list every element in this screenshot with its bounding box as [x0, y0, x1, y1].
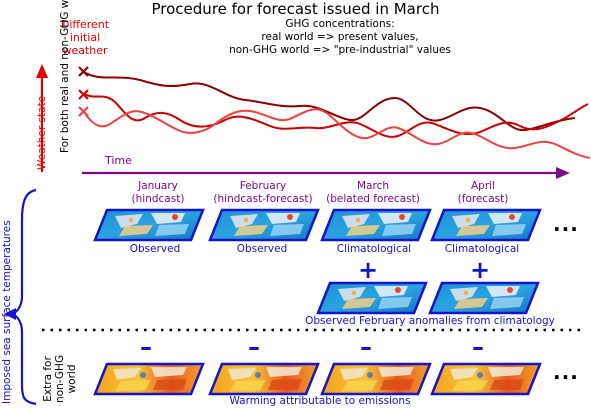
- weather-axis-arrowhead: [36, 64, 48, 78]
- minus-sign: –: [360, 333, 372, 361]
- plus-sign: +: [358, 256, 379, 284]
- month-name: January: [138, 180, 178, 192]
- initial-weather-line: weather: [62, 44, 108, 57]
- initial-weather-line: Different: [60, 18, 110, 31]
- month-kind: (hindcast-forecast): [213, 193, 313, 205]
- ghg-line: real world => present values,: [261, 31, 419, 43]
- initial-weather-line: initial: [69, 31, 101, 44]
- minus-sign: –: [248, 333, 260, 361]
- ghg-line: GHG concentrations:: [285, 18, 395, 30]
- ellipsis-top: ...: [553, 212, 579, 236]
- sst-map-icon: [93, 208, 205, 242]
- month-heading: March (belated forecast): [318, 180, 428, 206]
- weather-curve-1: [83, 71, 576, 132]
- month-name: March: [356, 180, 389, 192]
- weather-curve-3: [83, 108, 591, 159]
- sst-type-label: Observed: [236, 243, 288, 255]
- warming-map-icon: [320, 362, 432, 396]
- anomaly-note: Observed February anomalies from climato…: [305, 315, 555, 327]
- x-marker-icon: [78, 66, 89, 117]
- sst-map-icon: [208, 208, 320, 242]
- time-axis-arrowhead: [556, 167, 570, 179]
- sst-bracket-arrowhead: [4, 308, 16, 320]
- sst-type-label: Observed: [129, 243, 181, 255]
- time-label: Time: [104, 154, 132, 167]
- month-heading: April (forecast): [428, 180, 538, 206]
- warming-map-icon: [93, 362, 205, 396]
- month-name: April: [471, 180, 495, 192]
- anomaly-map-icon: [316, 281, 428, 315]
- ghg-line: non-GHG world => "pre-industrial" values: [229, 44, 451, 56]
- weather-curve-2: [83, 93, 589, 138]
- sst-type-label: Climatological: [444, 243, 520, 255]
- minus-sign: –: [140, 333, 152, 361]
- sst-map-icon: [430, 208, 542, 242]
- initial-weather-note: Different initial weather: [50, 18, 120, 57]
- month-name: February: [239, 180, 287, 192]
- month-kind: (forecast): [457, 193, 509, 205]
- ghg-note: GHG concentrations: real world => presen…: [200, 18, 480, 57]
- ellipsis-bottom: ...: [553, 360, 579, 384]
- warming-note: Warming attributable to emissions: [229, 395, 411, 407]
- month-heading: January (hindcast): [108, 180, 208, 206]
- month-kind: (belated forecast): [326, 193, 420, 205]
- month-heading: February (hindcast-forecast): [196, 180, 330, 206]
- plus-sign: +: [470, 256, 491, 284]
- month-kind: (hindcast): [131, 193, 185, 205]
- sst-type-label: Climatological: [336, 243, 412, 255]
- diagram-title: Procedure for forecast issued in March: [151, 0, 440, 18]
- minus-sign: –: [472, 333, 484, 361]
- warming-map-icon: [430, 362, 542, 396]
- sst-bracket: [8, 188, 37, 406]
- anomaly-map-icon: [428, 281, 540, 315]
- sst-map-icon: [320, 208, 432, 242]
- warming-map-icon: [208, 362, 320, 396]
